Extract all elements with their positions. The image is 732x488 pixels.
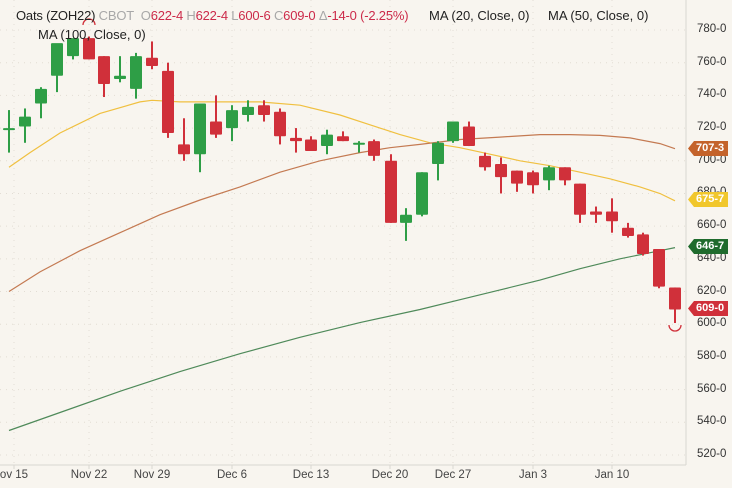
candle	[669, 287, 681, 324]
high-prefix: H	[186, 8, 196, 23]
candle	[210, 95, 222, 138]
y-tick-label: 520-0	[697, 448, 727, 460]
candle	[67, 38, 79, 60]
candle	[51, 43, 63, 93]
y-tick-label: 540-0	[697, 415, 727, 428]
candle	[35, 87, 47, 119]
candle	[463, 121, 475, 147]
change-value: -14-0 (-2.25%)	[327, 8, 409, 23]
candle	[416, 172, 428, 217]
y-tick-label: 700-0	[697, 153, 727, 166]
candle	[527, 170, 539, 194]
symbol-name: Oats (ZOH22)	[16, 8, 96, 23]
y-tick-label: 780-0	[697, 23, 727, 35]
x-tick-label: Jan 10	[594, 469, 630, 481]
candle	[242, 100, 254, 122]
high-marker-icon	[82, 18, 96, 26]
candles	[3, 36, 681, 324]
candle	[511, 170, 523, 192]
candle	[114, 56, 126, 83]
low-value: 600-6	[238, 8, 271, 23]
open-prefix: O	[140, 8, 151, 23]
ma-line	[8, 99, 676, 202]
ma50-legend[interactable]: MA (50, Close, 0)	[548, 8, 649, 23]
change-prefix: Δ	[318, 8, 328, 23]
candle	[432, 141, 444, 181]
candle	[146, 41, 158, 70]
high-value: 622-4	[195, 8, 228, 23]
candle	[368, 139, 380, 161]
ma20-legend[interactable]: MA (20, Close, 0)	[429, 8, 530, 23]
candle	[19, 108, 31, 143]
y-tick-label: 720-0	[697, 121, 727, 134]
ma20-price-tag: 675-7	[688, 192, 729, 207]
candle	[321, 129, 333, 155]
open-value: 622-4	[150, 8, 183, 23]
grid-lines	[0, 0, 686, 469]
candle	[606, 198, 618, 233]
candle	[479, 152, 491, 171]
candle	[226, 105, 238, 142]
x-tick-label: Dec 13	[292, 469, 330, 481]
x-tick-label: Dec 20	[371, 469, 409, 481]
chart-legend: Oats (ZOH22) CBOT O622-4 H622-4 L600-6 C…	[16, 8, 409, 23]
x-tick-label: Nov 29	[133, 469, 171, 481]
y-tick-label: 760-0	[697, 55, 727, 68]
y-tick-label: 740-0	[697, 88, 727, 101]
low-prefix: L	[231, 8, 239, 23]
x-tick-label: Jan 3	[518, 469, 548, 481]
low-marker-icon	[668, 324, 682, 332]
candle	[162, 62, 174, 138]
candle	[385, 154, 397, 223]
last-price-tag: 609-0	[688, 301, 729, 316]
candle	[290, 128, 302, 153]
exchange-label: CBOT	[98, 8, 135, 23]
x-tick-label: ov 15	[0, 469, 29, 481]
x-tick-label: Nov 22	[70, 469, 108, 481]
candle	[543, 165, 555, 191]
y-tick-label: 580-0	[697, 349, 727, 362]
y-tick-label: 600-0	[697, 317, 727, 330]
candle	[495, 157, 507, 194]
candle	[353, 141, 365, 153]
close-prefix: C	[273, 8, 284, 23]
candle	[574, 183, 586, 223]
y-tick-label: 660-0	[697, 219, 727, 232]
candle	[178, 118, 190, 161]
candle	[400, 208, 412, 241]
close-value: 609-0	[283, 8, 316, 23]
ma50-price-tag: 707-3	[688, 141, 729, 156]
x-tick-label: Dec 6	[216, 469, 248, 481]
candle	[130, 52, 142, 99]
ma-line	[8, 247, 676, 432]
candle	[590, 206, 602, 223]
candle	[622, 222, 634, 238]
candle	[194, 103, 206, 173]
candle	[653, 249, 665, 289]
candle	[274, 108, 286, 145]
candle	[83, 36, 95, 60]
y-tick-label: 620-0	[697, 284, 727, 297]
ma100-legend[interactable]: MA (100, Close, 0)	[38, 27, 146, 42]
x-tick-label: Dec 27	[434, 469, 472, 481]
candle	[447, 121, 459, 143]
y-tick-label: 640-0	[697, 251, 727, 264]
candle	[637, 232, 649, 256]
candle	[258, 100, 270, 122]
candle	[337, 131, 349, 142]
y-tick-label: 560-0	[697, 382, 727, 395]
candle	[559, 167, 571, 186]
candle	[3, 110, 15, 153]
ma100-price-tag: 646-7	[688, 239, 729, 254]
candle	[98, 56, 110, 98]
candle	[305, 136, 317, 151]
moving-average-lines	[8, 99, 676, 432]
